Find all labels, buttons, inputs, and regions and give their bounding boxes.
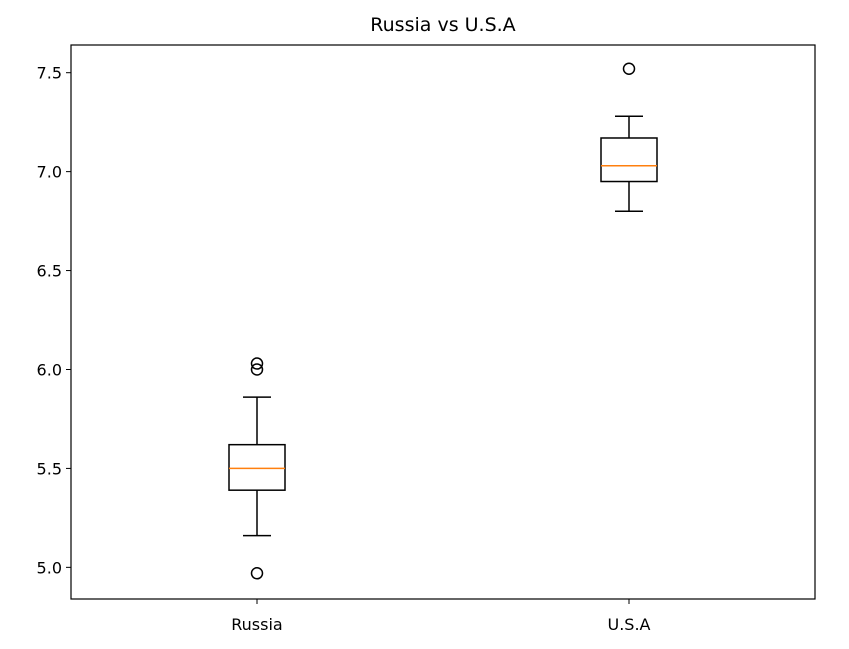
russia-outlier-point (250, 363, 264, 376)
axes-frame (70, 44, 816, 600)
chart-title: Russia vs U.S.A (370, 14, 515, 36)
russia-outlier-point (250, 567, 264, 580)
x-tick-label: U.S.A (608, 615, 651, 634)
y-tick-label: 7.5 (37, 64, 62, 83)
y-tick-label: 6.5 (37, 262, 62, 281)
y-tick-label: 5.0 (37, 558, 62, 577)
russia-outlier-point (250, 357, 264, 370)
u-s-a-box (600, 137, 658, 183)
y-tick-label: 6.0 (37, 360, 62, 379)
y-tick-label: 7.0 (37, 163, 62, 182)
y-tick-label: 5.5 (37, 459, 62, 478)
russia-box (228, 443, 286, 491)
x-tick-label: Russia (231, 615, 282, 634)
u-s-a-outlier-point (622, 62, 636, 75)
plot-area: 5.0 5.5 6.0 6.5 7.0 7.5 Russia U.S.A (37, 62, 658, 634)
